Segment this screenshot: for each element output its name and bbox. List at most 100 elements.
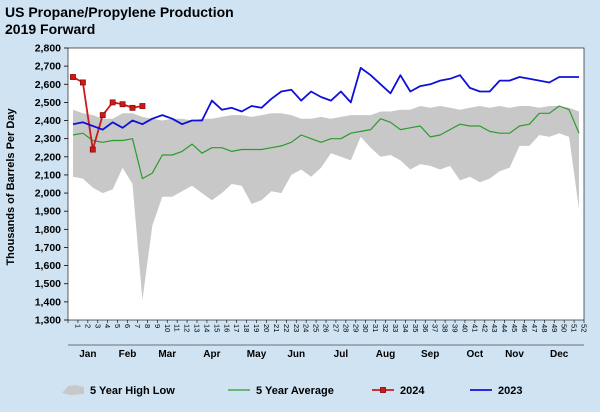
x-axis: 1 2 3 4 5 6 7 8 9 10 11 12 13 14 15 16 17 18 19 20 21 22 23 24 2…: [67, 320, 589, 360]
x-tick-label: 33: [391, 324, 400, 332]
x-tick-label: 2: [83, 324, 92, 328]
y-tick-label: 2,000: [35, 188, 61, 200]
y-tick-label: 1,300: [35, 315, 61, 327]
x-tick-label: 51: [570, 324, 579, 332]
point-2024: [129, 104, 136, 111]
month-label: Dec: [550, 349, 569, 360]
point-2024: [109, 99, 116, 106]
x-tick-label: 4: [103, 324, 112, 328]
x-tick-label: 28: [341, 324, 350, 332]
x-tick-label: 12: [183, 324, 192, 332]
y-tick-label: 1,900: [35, 206, 61, 218]
month-label: May: [247, 349, 267, 360]
y-tick-label: 2,500: [35, 97, 61, 109]
y-tick-label: 1,500: [35, 278, 61, 290]
series-line-5-year-average: [72, 105, 580, 180]
x-tick-label: 43: [490, 324, 499, 332]
x-tick-label: 23: [292, 324, 301, 332]
x-tick-label: 42: [480, 324, 489, 332]
legend-swatch-band: [62, 385, 84, 395]
legend-label: 5 Year Average: [256, 385, 334, 397]
x-tick-label: 34: [401, 324, 410, 332]
legend-label: 2024: [400, 385, 425, 397]
x-tick-label: 6: [123, 324, 132, 328]
x-tick-label: 9: [153, 324, 162, 328]
x-tick-label: 16: [222, 324, 231, 332]
x-tick-label: 32: [381, 324, 390, 332]
legend-label: 2023: [498, 385, 522, 397]
x-tick-label: 17: [232, 324, 241, 332]
y-axis-label: Thousands of Barrels Per Day: [5, 108, 17, 266]
point-2024: [70, 74, 76, 80]
x-tick-label: 50: [560, 324, 569, 332]
y-tick-label: 1,800: [35, 224, 61, 236]
month-label: Aug: [376, 349, 395, 360]
point-2024: [99, 112, 106, 118]
x-tick-label: 49: [550, 324, 559, 332]
point-2024: [79, 79, 86, 86]
x-tick-label: 19: [252, 324, 261, 332]
month-label: Apr: [203, 349, 220, 360]
x-tick-label: 21: [272, 324, 281, 332]
y-tick-label: 2,400: [35, 115, 61, 127]
y-tick-label: 2,600: [35, 79, 61, 91]
x-tick-label: 30: [361, 324, 370, 332]
x-tick-label: 7: [133, 324, 142, 328]
x-tick-label: 14: [203, 324, 212, 332]
band-5yr-high-low: [73, 106, 579, 301]
y-tick-label: 2,100: [35, 169, 61, 181]
x-tick-label: 22: [282, 324, 291, 332]
y-tick-label: 1,400: [35, 296, 61, 308]
series-layer: [70, 67, 580, 180]
point-2024: [139, 103, 146, 109]
x-tick-label: 46: [520, 324, 529, 332]
x-tick-label: 15: [212, 324, 221, 332]
legend-label: 5 Year High Low: [90, 385, 175, 397]
point-2024: [119, 101, 126, 108]
x-tick-label: 10: [163, 324, 172, 332]
x-tick-label: 47: [530, 324, 539, 332]
month-label: Jun: [287, 349, 305, 360]
x-tick-label: 25: [312, 324, 321, 332]
chart-title: US Propane/Propylene Production: [5, 4, 234, 20]
x-tick-label: 13: [193, 324, 202, 332]
x-tick-label: 31: [371, 324, 380, 332]
month-label: Feb: [119, 349, 137, 360]
chart-subtitle: 2019 Forward: [5, 21, 95, 37]
month-label: Mar: [158, 349, 176, 360]
x-tick-label: 26: [322, 324, 331, 332]
x-tick-label: 11: [173, 324, 182, 332]
month-label: Oct: [467, 349, 484, 360]
x-tick-label: 20: [262, 324, 271, 332]
x-tick-label: 18: [242, 324, 251, 332]
y-axis: 1,300 1,400 1,500 1,600 1,700 1,800 1,900 2,000…: [35, 43, 68, 327]
x-tick-label: 27: [332, 324, 341, 332]
legend-swatch-marker: [380, 387, 386, 393]
x-tick-label: 40: [461, 324, 470, 332]
month-label: Nov: [505, 349, 524, 360]
x-tick-label: 39: [451, 324, 460, 332]
legend: 5 Year High Low 5 Year Average 2024 2023: [62, 385, 522, 397]
x-tick-label: 35: [411, 324, 420, 332]
y-tick-label: 1,700: [35, 242, 61, 254]
y-tick-label: 2,700: [35, 61, 61, 73]
month-label: Jul: [334, 349, 349, 360]
x-tick-label: 45: [510, 324, 519, 332]
month-label: Sep: [421, 349, 439, 360]
y-tick-label: 2,800: [35, 43, 61, 55]
x-tick-label: 3: [93, 324, 102, 328]
band-layer: [73, 106, 579, 301]
x-tick-label: 44: [500, 324, 509, 332]
month-label: Jan: [79, 349, 96, 360]
x-tick-label: 37: [431, 324, 440, 332]
x-tick-label: 8: [143, 324, 152, 328]
y-tick-label: 2,300: [35, 133, 61, 145]
y-tick-label: 2,200: [35, 151, 61, 163]
x-tick-label: 5: [113, 324, 122, 328]
y-tick-label: 1,600: [35, 260, 61, 272]
x-tick-label: 24: [302, 324, 311, 332]
point-2024: [89, 146, 96, 153]
x-tick-label: 29: [351, 324, 360, 332]
